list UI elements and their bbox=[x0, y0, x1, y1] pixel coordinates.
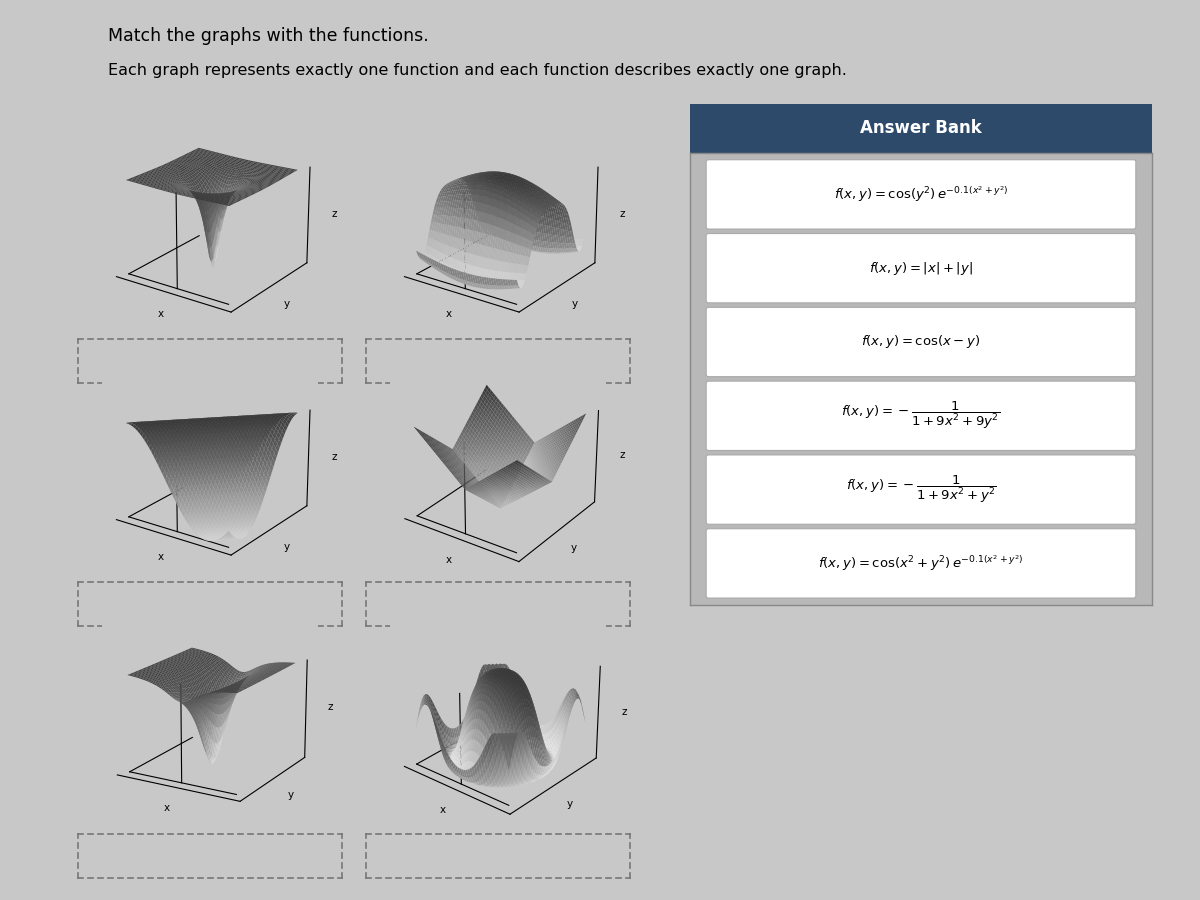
X-axis label: x: x bbox=[439, 805, 445, 814]
X-axis label: x: x bbox=[163, 803, 169, 813]
Text: $f(x, y) = -\dfrac{1}{1+9x^2+9y^2}$: $f(x, y) = -\dfrac{1}{1+9x^2+9y^2}$ bbox=[841, 400, 1001, 431]
Text: $f(x, y) = \cos(y^2)\, e^{-0.1(x^2+y^2)}$: $f(x, y) = \cos(y^2)\, e^{-0.1(x^2+y^2)}… bbox=[834, 184, 1008, 204]
X-axis label: x: x bbox=[445, 555, 452, 565]
FancyBboxPatch shape bbox=[706, 159, 1136, 230]
Y-axis label: y: y bbox=[571, 544, 577, 554]
Y-axis label: y: y bbox=[283, 542, 289, 552]
Text: Answer Bank: Answer Bank bbox=[860, 119, 982, 137]
Y-axis label: y: y bbox=[288, 790, 294, 800]
FancyBboxPatch shape bbox=[706, 381, 1136, 451]
FancyBboxPatch shape bbox=[706, 454, 1136, 525]
FancyBboxPatch shape bbox=[706, 528, 1136, 598]
Text: $f(x, y) = |x| + |y|$: $f(x, y) = |x| + |y|$ bbox=[869, 260, 973, 276]
Text: Each graph represents exactly one function and each function describes exactly o: Each graph represents exactly one functi… bbox=[108, 63, 847, 78]
Y-axis label: y: y bbox=[566, 798, 572, 809]
Y-axis label: y: y bbox=[283, 299, 289, 309]
X-axis label: x: x bbox=[445, 309, 451, 319]
Text: $f(x, y) = -\dfrac{1}{1+9x^2+y^2}$: $f(x, y) = -\dfrac{1}{1+9x^2+y^2}$ bbox=[846, 474, 996, 505]
FancyBboxPatch shape bbox=[706, 233, 1136, 303]
X-axis label: x: x bbox=[157, 309, 163, 319]
FancyBboxPatch shape bbox=[706, 307, 1136, 377]
Text: $f(x, y) = \cos(x^2 + y^2)\, e^{-0.1(x^2+y^2)}$: $f(x, y) = \cos(x^2 + y^2)\, e^{-0.1(x^2… bbox=[818, 554, 1024, 573]
Y-axis label: y: y bbox=[571, 299, 577, 309]
Text: $f(x, y) = \cos(x - y)$: $f(x, y) = \cos(x - y)$ bbox=[862, 334, 980, 350]
X-axis label: x: x bbox=[157, 552, 163, 562]
Text: Match the graphs with the functions.: Match the graphs with the functions. bbox=[108, 27, 428, 45]
